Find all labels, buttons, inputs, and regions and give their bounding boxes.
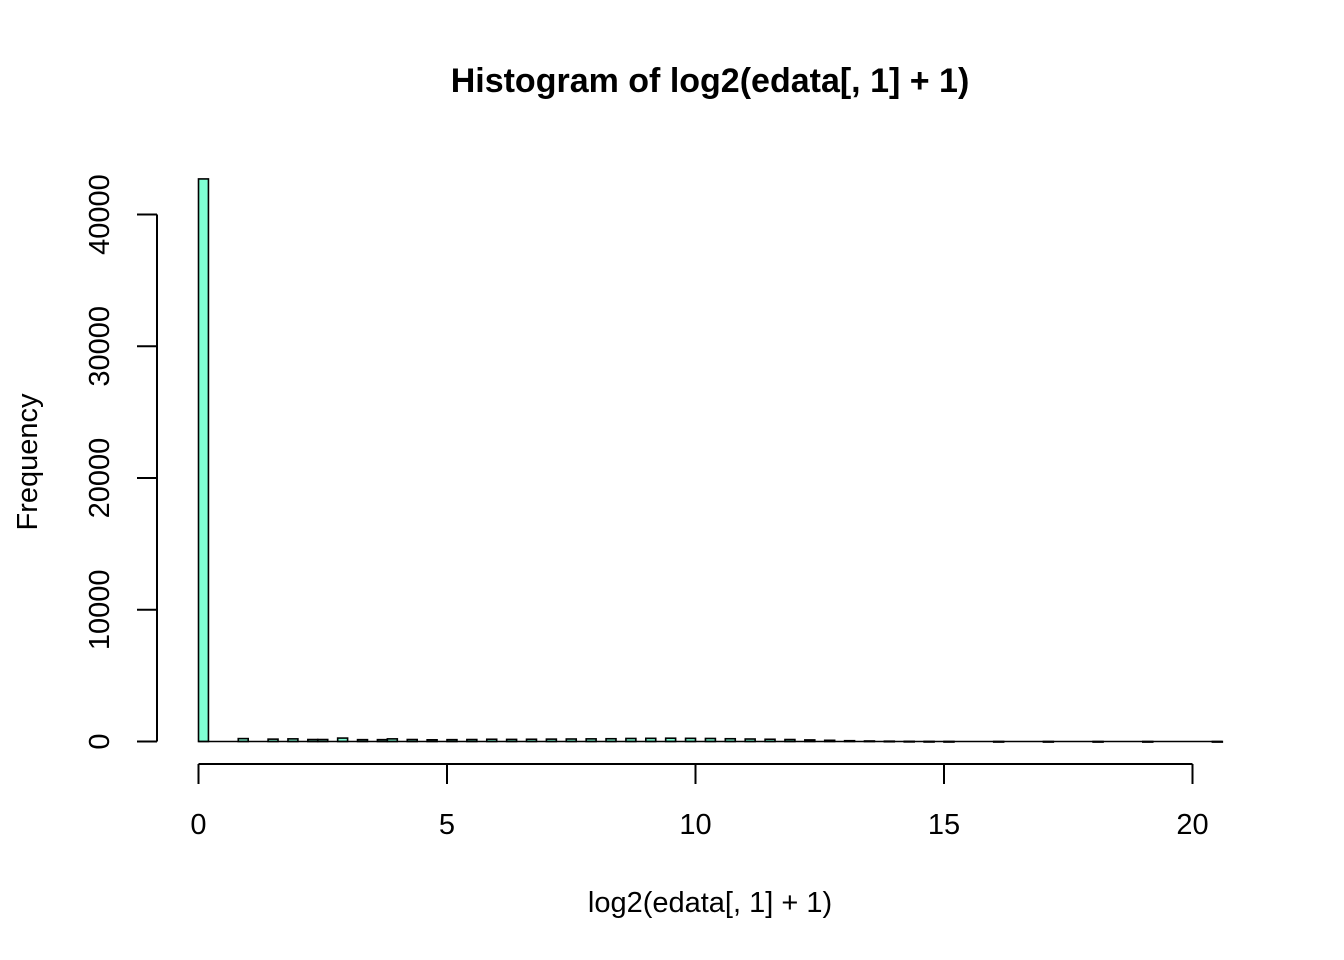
x-tick-label: 20: [1176, 809, 1208, 841]
y-tick-label: 10000: [84, 569, 116, 650]
y-tick-label: 30000: [84, 306, 116, 387]
x-tick-label: 0: [190, 809, 206, 841]
x-tick-label: 5: [439, 809, 455, 841]
y-axis: 0 10000 20000 30000 40000: [84, 174, 158, 750]
y-tick-label: 40000: [84, 174, 116, 255]
y-tick-label: 0: [84, 733, 116, 749]
x-axis-label: log2(edata[, 1] + 1): [588, 887, 832, 919]
x-tick-label: 10: [679, 809, 711, 841]
bars-group: [197, 178, 1224, 743]
chart-title: Histogram of log2(edata[, 1] + 1): [451, 62, 970, 100]
x-axis: 0 5 10 15 20: [190, 763, 1209, 841]
histogram-bar: [197, 178, 210, 743]
y-axis-label: Frequency: [12, 393, 44, 531]
y-tick-label: 20000: [84, 438, 116, 519]
x-tick-label: 15: [928, 809, 960, 841]
